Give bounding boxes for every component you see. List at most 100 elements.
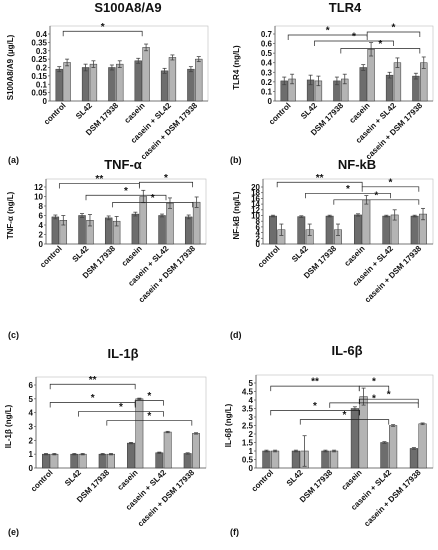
y-tick-label: 5 (249, 379, 254, 388)
x-tick-label: SL42 (299, 101, 319, 121)
y-tick-label: 0 (256, 240, 261, 249)
y-tick-label: 3 (249, 413, 254, 422)
significance-label: * (151, 193, 155, 204)
y-tick-label: 14 (251, 200, 260, 209)
bar (107, 453, 115, 469)
bar (192, 201, 201, 245)
bar (70, 453, 79, 469)
y-tick-label: 2 (39, 231, 44, 240)
bar (321, 450, 330, 469)
y-tick-label: 0.1 (261, 87, 273, 96)
y-tick-label: 4 (249, 396, 254, 405)
y-tick-label: 0.6 (261, 40, 273, 49)
significance-label: * (389, 177, 393, 188)
bar (409, 448, 418, 469)
panel-label: (d) (230, 330, 242, 340)
x-tick-label: SL42 (74, 101, 94, 121)
significance-label: * (346, 184, 350, 195)
bar (166, 202, 174, 245)
bar (393, 62, 402, 102)
y-tick-label: 6 (29, 381, 34, 390)
significance-bracket (358, 385, 390, 392)
significance-bracket (112, 202, 194, 208)
chart-title: IL-6β (331, 343, 362, 358)
y-tick-label: 0 (43, 97, 48, 106)
significance-label: * (119, 402, 123, 413)
plot-area (49, 25, 209, 102)
bar (410, 215, 419, 245)
bar (42, 453, 50, 469)
bar (131, 213, 140, 245)
bar (89, 63, 98, 102)
y-tick-label: 0 (39, 240, 44, 249)
significance-bracket (276, 181, 363, 188)
y-tick-label: 0 (268, 97, 273, 106)
y-axis-title: IL-1β (ng/L) (4, 404, 13, 448)
y-tick-label: 0.1 (36, 80, 48, 89)
panel-label: (e) (8, 527, 19, 537)
y-tick-label: 5 (29, 395, 34, 404)
significance-bracket (361, 186, 420, 192)
significance-label: * (147, 411, 151, 422)
panel-label: (f) (230, 527, 239, 537)
bar (359, 396, 368, 469)
y-tick-label: 3 (29, 423, 34, 432)
y-tick-label: 4 (256, 229, 261, 238)
bar (385, 74, 394, 102)
x-tick-label: DSM 17938 (298, 468, 335, 505)
significance-bracket (138, 181, 194, 188)
significance-bracket (366, 31, 421, 37)
plot-area (255, 374, 434, 469)
bar (55, 68, 63, 102)
significance-label: * (326, 26, 330, 37)
bar (127, 442, 135, 469)
significance-label: * (124, 186, 128, 197)
bar (291, 450, 300, 469)
y-tick-label: 6 (256, 223, 261, 232)
bar (139, 196, 148, 245)
significance-bracket (340, 48, 421, 54)
y-tick-label: 8 (256, 217, 261, 226)
bar (380, 442, 389, 469)
bar (350, 408, 359, 469)
significance-label: * (378, 39, 382, 50)
y-tick-label: 2.5 (242, 422, 254, 431)
y-tick-label: 4 (39, 221, 44, 230)
significance-bracket (270, 409, 360, 416)
y-tick-label: 0.2 (261, 78, 273, 87)
x-tick-label: casein (343, 244, 367, 268)
y-tick-label: 0.2 (36, 64, 48, 73)
y-tick-label: 10 (251, 212, 260, 221)
y-tick-label: 20 (251, 183, 260, 192)
x-tick-label: SL42 (71, 244, 91, 264)
bar (354, 214, 362, 245)
y-tick-label: 18 (251, 189, 260, 198)
bar (271, 450, 280, 469)
y-tick-label: 0.4 (36, 30, 48, 39)
bar (78, 215, 86, 245)
panel-label: (c) (8, 330, 19, 340)
significance-label: ** (89, 375, 97, 386)
chart-title: IL-1β (107, 346, 138, 361)
y-axis-title: IL-6β (ng/L) (224, 403, 233, 447)
y-tick-label: 2 (249, 430, 254, 439)
significance-label: * (372, 377, 376, 388)
bar (78, 453, 87, 469)
significance-label: * (313, 401, 317, 412)
bar (184, 216, 193, 245)
significance-bracket (134, 400, 164, 406)
y-tick-label: 0.4 (261, 59, 273, 68)
significance-label: * (147, 391, 151, 402)
y-tick-label: 16 (251, 194, 260, 203)
y-tick-label: 10 (34, 193, 43, 202)
panel-label: (a) (8, 155, 19, 165)
bar (359, 67, 367, 102)
y-tick-label: 2 (29, 436, 34, 445)
bar (134, 60, 142, 102)
bar (330, 450, 339, 469)
y-tick-label: 12 (34, 183, 43, 192)
y-tick-label: 0.15 (31, 72, 47, 81)
x-tick-label: SL42 (285, 468, 305, 488)
y-tick-label: 1.5 (242, 439, 254, 448)
significance-bracket (329, 402, 419, 408)
